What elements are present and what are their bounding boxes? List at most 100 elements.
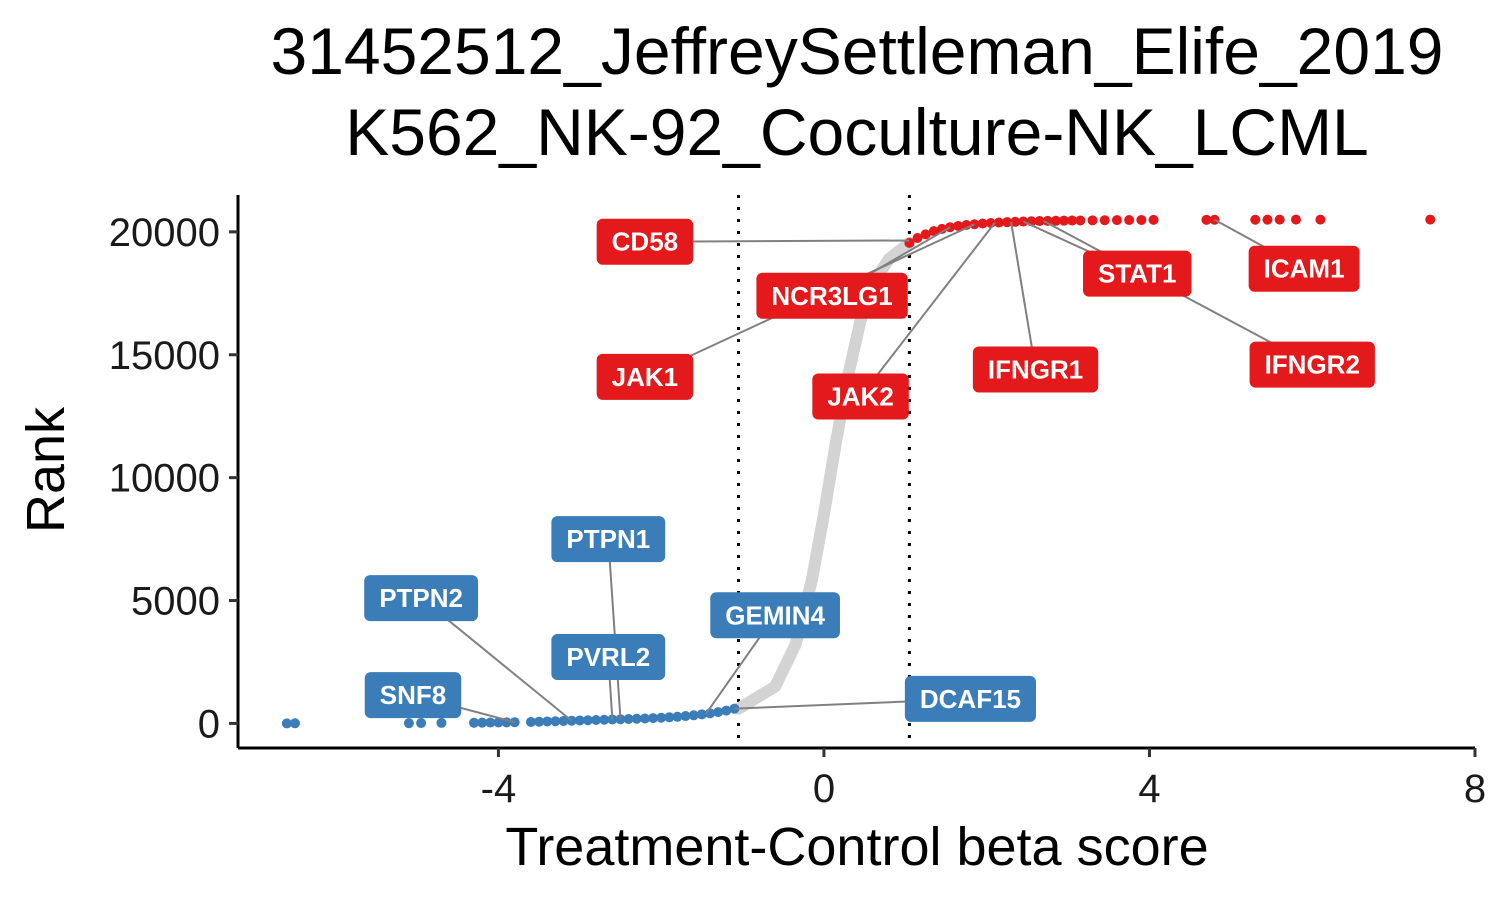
label-box xyxy=(596,218,694,265)
y-tick-label: 10000 xyxy=(109,457,220,501)
positive-point xyxy=(1262,214,1273,225)
negative-point xyxy=(623,713,634,724)
label-box xyxy=(551,516,666,563)
positive-point xyxy=(928,226,939,237)
gene-label-icam1: ICAM1 xyxy=(1248,245,1360,292)
label-box xyxy=(812,373,909,420)
negative-point xyxy=(599,714,610,725)
label-connector xyxy=(859,222,996,398)
positive-point xyxy=(1274,214,1285,225)
positive-point xyxy=(1290,214,1301,225)
positive-point xyxy=(977,218,988,229)
label-box xyxy=(1248,245,1360,292)
plot-area xyxy=(281,195,1436,748)
label-box xyxy=(1249,341,1375,388)
gene-label-jak1: JAK1 xyxy=(596,353,694,400)
negative-point xyxy=(485,717,496,728)
positive-point xyxy=(1315,214,1326,225)
label-text: PTPN1 xyxy=(566,524,650,554)
positive-point xyxy=(1148,214,1159,225)
x-tick-label: 0 xyxy=(813,767,835,811)
negative-point xyxy=(403,718,414,729)
positive-point xyxy=(1099,215,1110,226)
x-tick-label: 8 xyxy=(1464,767,1486,811)
gene-label-stat1: STAT1 xyxy=(1083,250,1192,297)
gene-labels: CD58 NCR3LG1 JAK1 JAK2 STAT1 IFNGR1 ICAM1 IFNGR… xyxy=(364,218,1375,724)
negative-point xyxy=(631,713,642,724)
label-box xyxy=(551,634,666,681)
negative-point xyxy=(534,716,545,727)
positive-point xyxy=(1250,214,1261,225)
label-text: GEMIN4 xyxy=(725,600,825,630)
negative-point xyxy=(469,717,480,728)
x-axis-title: Treatment-Control beta score xyxy=(505,817,1208,877)
label-text: SNF8 xyxy=(380,680,446,710)
axes: -4 0 4 8 0 5000 10000 15000 20000 xyxy=(109,195,1486,811)
y-tick-label: 5000 xyxy=(131,580,220,624)
label-box xyxy=(364,672,462,719)
label-text: NCR3LG1 xyxy=(771,281,892,311)
positive-point xyxy=(1067,215,1078,226)
gene-label-pvrl2: PVRL2 xyxy=(551,634,666,681)
x-tick-label: -4 xyxy=(481,767,517,811)
negative-point xyxy=(664,712,675,723)
gene-label-ptpn2: PTPN2 xyxy=(364,575,479,622)
label-text: JAK2 xyxy=(827,382,893,412)
positive-point xyxy=(1002,217,1013,228)
gene-label-ncr3lg1: NCR3LG1 xyxy=(756,272,908,319)
positive-point xyxy=(1010,216,1021,227)
negative-point xyxy=(525,716,536,727)
label-text: JAK1 xyxy=(612,362,678,392)
negative-point xyxy=(574,715,585,726)
gene-label-gemin4: GEMIN4 xyxy=(710,592,840,639)
label-box xyxy=(756,272,908,319)
gene-label-cd58: CD58 xyxy=(596,218,694,265)
label-box xyxy=(710,592,840,639)
negative-point xyxy=(582,715,593,726)
positive-point xyxy=(1124,215,1135,226)
positive-point xyxy=(920,229,931,240)
label-text: DCAF15 xyxy=(920,684,1021,714)
gene-label-ptpn1: PTPN1 xyxy=(551,516,666,563)
positive-point xyxy=(1201,214,1212,225)
positive-point xyxy=(1059,215,1070,226)
label-text: IFNGR2 xyxy=(1265,350,1360,380)
positive-point xyxy=(1050,215,1061,226)
positive-point xyxy=(1136,214,1147,225)
label-box xyxy=(904,675,1037,722)
label-text: PTPN2 xyxy=(379,583,463,613)
gene-label-ifngr2: IFNGR2 xyxy=(1249,341,1375,388)
y-tick-label: 15000 xyxy=(109,334,220,378)
label-box xyxy=(364,575,479,622)
positive-point xyxy=(1425,214,1436,225)
label-box xyxy=(972,346,1099,393)
positive-point xyxy=(1075,215,1086,226)
negative-point xyxy=(696,709,707,720)
positive-point xyxy=(1087,215,1098,226)
label-text: ICAM1 xyxy=(1264,254,1345,284)
gene-label-jak2: JAK2 xyxy=(812,373,909,420)
label-connector xyxy=(1010,221,1037,370)
positive-point xyxy=(1111,215,1122,226)
negative-point xyxy=(436,717,447,728)
positive-point xyxy=(993,217,1004,228)
y-tick-label: 0 xyxy=(198,702,220,746)
negative-point xyxy=(416,718,427,729)
negative-point xyxy=(477,717,488,728)
negative-point xyxy=(558,715,569,726)
negative-point xyxy=(281,718,292,729)
positive-point xyxy=(1034,216,1045,227)
negative-point xyxy=(591,714,602,725)
positive-point xyxy=(912,233,923,244)
negative-point xyxy=(672,711,683,722)
chart-title-line-2: K562_NK-92_Coculture-NK_LCML xyxy=(345,95,1369,169)
negative-point xyxy=(656,712,667,723)
negative-point xyxy=(639,713,650,724)
chart-title: 31452512_JeffreySettleman_Elife_2019 K56… xyxy=(270,14,1443,169)
gene-label-snf8: SNF8 xyxy=(364,672,462,719)
label-text: PVRL2 xyxy=(566,642,650,672)
y-axis-title: Rank xyxy=(16,406,76,533)
negative-point xyxy=(542,716,553,727)
label-text: IFNGR1 xyxy=(988,355,1083,385)
